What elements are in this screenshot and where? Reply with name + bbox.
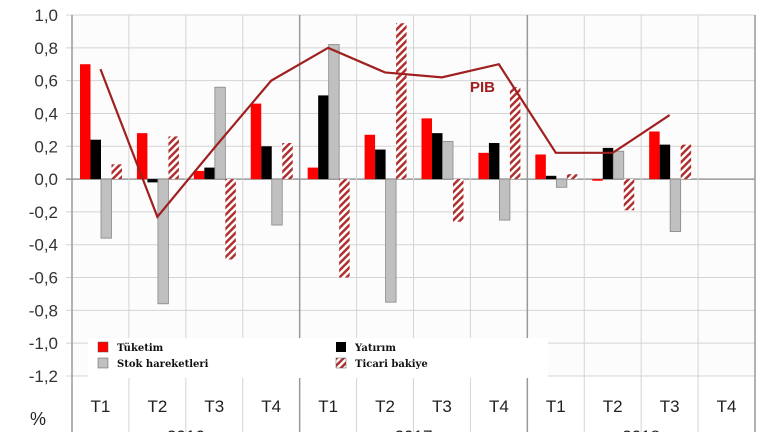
x-tick-label: T2 [147, 397, 167, 416]
y-axis: 1,0 0,8 0,6 0,4 0,2 0,0 -0,2 -0,4 -0,6 -0,8 -1,0 -1… [29, 6, 58, 386]
legend-swatch-yatirim [336, 342, 346, 352]
bar-ticari-bakiye [111, 164, 122, 180]
year-label: 2017 [395, 427, 433, 432]
bar-ticari-bakiye [623, 179, 635, 211]
x-axis: T1 T2 T3 T4 T1 T2 T3 T4 T1 T2 T3 T4 2016 2017 2018 [91, 397, 737, 432]
x-tick-label: T1 [91, 397, 111, 416]
y-tick-label: -1,0 [29, 334, 58, 353]
bar-tüketim [478, 152, 489, 180]
x-tick-label: T3 [660, 397, 680, 416]
bar-tüketim [592, 179, 603, 181]
y-tick-label: -0,2 [29, 203, 58, 222]
x-tick-label: T4 [489, 397, 509, 416]
bar-stok-hareketleri [499, 178, 511, 221]
bar-ticari-bakiye [168, 136, 179, 180]
bar-yatırım [602, 147, 614, 180]
legend-swatch-ticari [335, 357, 347, 369]
bar-ticari-bakiye [680, 144, 692, 180]
y-tick-label: -0,8 [29, 301, 58, 320]
y-tick-label: 0,0 [34, 170, 58, 189]
y-tick-label: 0,4 [34, 104, 58, 123]
x-tick-label: T4 [261, 397, 281, 416]
bar-tüketim [250, 103, 262, 180]
bar-yatırım [659, 144, 671, 180]
bar-stok-hareketleri [271, 178, 283, 226]
bar-yatırım [488, 142, 500, 180]
y-tick-label: -0,6 [29, 269, 58, 288]
x-tick-label: T1 [318, 397, 338, 416]
bar-ticari-bakiye [453, 179, 464, 222]
year-label: 2016 [167, 427, 205, 432]
y-tick-label: 0,8 [34, 39, 58, 58]
bar-ticari-bakiye [225, 179, 236, 260]
bar-tüketim [80, 64, 91, 180]
legend-swatch-stok [97, 357, 109, 369]
legend-label: Tüketim [117, 343, 164, 354]
bar-tüketim [364, 134, 376, 180]
x-tick-label: T3 [204, 397, 224, 416]
y-axis-unit: % [30, 409, 46, 429]
y-tick-label: 0,6 [34, 72, 58, 91]
bar-tüketim [136, 133, 148, 180]
legend-label: Stok hareketleri [117, 359, 209, 370]
y-tick-label: 1,0 [34, 6, 58, 25]
bar-yatırım [545, 175, 557, 180]
x-tick-label: T2 [603, 397, 623, 416]
bar-stok-hareketleri [157, 178, 169, 305]
bar-yatırım [90, 139, 101, 180]
y-tick-label: -0,4 [29, 236, 58, 255]
bar-tüketim [535, 154, 546, 180]
pib-line-path [99, 46, 671, 219]
bar-ticari-bakiye [339, 179, 350, 278]
bar-tüketim [193, 170, 205, 180]
x-tick-label: T3 [432, 397, 452, 416]
y-tick-label: -1,2 [29, 367, 58, 386]
legend-box [88, 338, 548, 378]
bar-stok-hareketleri [385, 178, 397, 303]
bar-yatırım [432, 133, 443, 180]
bar-ticari-bakiye [566, 174, 578, 180]
bar-tüketim [307, 167, 319, 180]
bar-tüketim [649, 131, 660, 180]
pib-annotation: PIB [470, 79, 495, 96]
bar-yatırım [204, 167, 215, 180]
bar-yatırım [147, 179, 158, 183]
bar-ticari-bakiye [282, 142, 293, 180]
bar-yatırım [375, 149, 386, 180]
bar-stok-hareketleri [328, 44, 340, 180]
legend: Tüketim Stok hareketleri Yatırım Ticari … [88, 338, 548, 378]
year-label: 2018 [622, 427, 660, 432]
legend-swatch-tuketim [97, 341, 109, 353]
bar-stok-hareketleri [214, 86, 226, 180]
bar-tüketim [421, 118, 432, 180]
bar-ticari-bakiye [396, 23, 407, 180]
bar-stok-hareketleri [100, 178, 112, 239]
bar-yatırım [261, 146, 272, 180]
x-tick-label: T2 [375, 397, 395, 416]
bar-stok-hareketleri [612, 150, 625, 180]
x-tick-label: T1 [546, 397, 566, 416]
x-tick-label: T4 [717, 397, 737, 416]
bar-ticari-bakiye [509, 87, 521, 180]
pib-line [99, 46, 671, 219]
bar-stok-hareketleri [669, 178, 682, 233]
bar-stok-hareketleri [442, 140, 454, 180]
y-tick-label: 0,2 [34, 137, 58, 156]
bar-stok-hareketleri [555, 178, 568, 188]
legend-label: Yatırım [354, 343, 396, 354]
legend-label: Ticari bakiye [355, 359, 428, 370]
bar-yatırım [318, 95, 329, 180]
bars [80, 23, 692, 305]
